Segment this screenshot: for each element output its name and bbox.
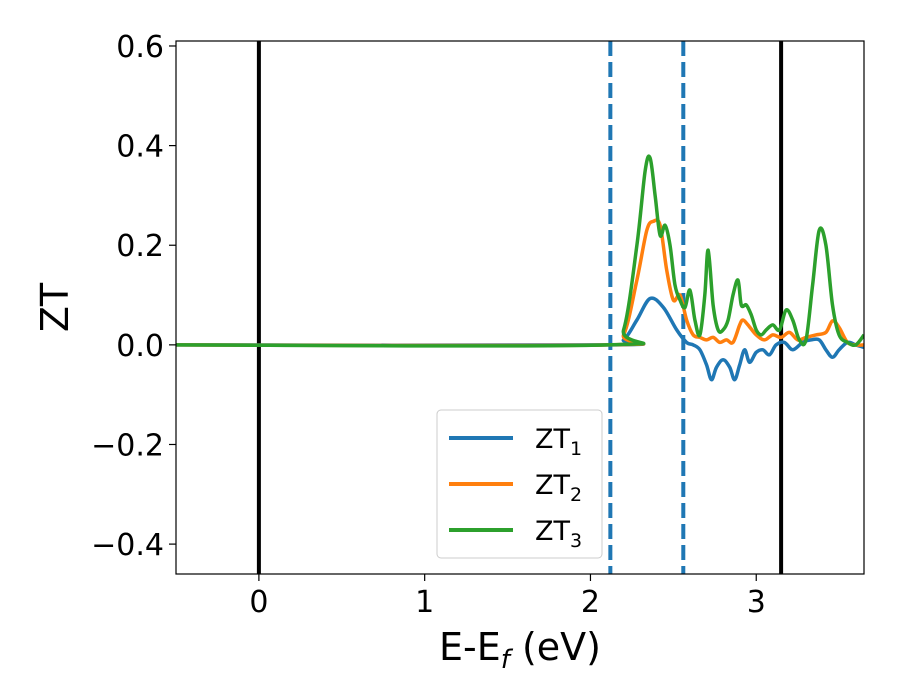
y-tick-label: −0.2 <box>91 428 164 463</box>
x-axis-label-main: E-E <box>439 625 501 669</box>
legend-box <box>436 409 603 559</box>
x-tick-label: 1 <box>415 585 434 620</box>
series-layer <box>176 154 864 382</box>
series-line-zt3 <box>176 154 864 348</box>
legend-label-zt3: ZT3 <box>535 516 582 552</box>
y-axis-label: ZT <box>33 282 77 332</box>
x-tick-label: 2 <box>581 585 600 620</box>
y-tick-label: 0.4 <box>116 130 164 165</box>
x-axis-label-unit: (eV) <box>510 625 601 669</box>
y-tick-label: −0.4 <box>91 528 164 563</box>
y-axis-ticks: 0.6 0.4 0.2 0.0 −0.2 −0.4 <box>91 30 176 563</box>
x-axis-label: E-Ef (eV) <box>439 625 601 675</box>
y-tick-label: 0.2 <box>116 229 164 264</box>
x-tick-label: 0 <box>249 585 268 620</box>
legend-label-zt2: ZT2 <box>535 470 582 506</box>
y-tick-label: 0.6 <box>116 30 164 65</box>
y-tick-label: 0.0 <box>116 329 164 364</box>
legend: ZT1 ZT2 ZT3 <box>436 409 603 559</box>
x-tick-label: 3 <box>747 585 766 620</box>
plot-area-frame <box>175 40 865 575</box>
series-line-zt1 <box>176 296 864 382</box>
series-line-zt2 <box>176 218 864 348</box>
legend-label-zt1: ZT1 <box>535 424 582 460</box>
x-axis-ticks: 0 1 2 3 <box>249 574 766 620</box>
